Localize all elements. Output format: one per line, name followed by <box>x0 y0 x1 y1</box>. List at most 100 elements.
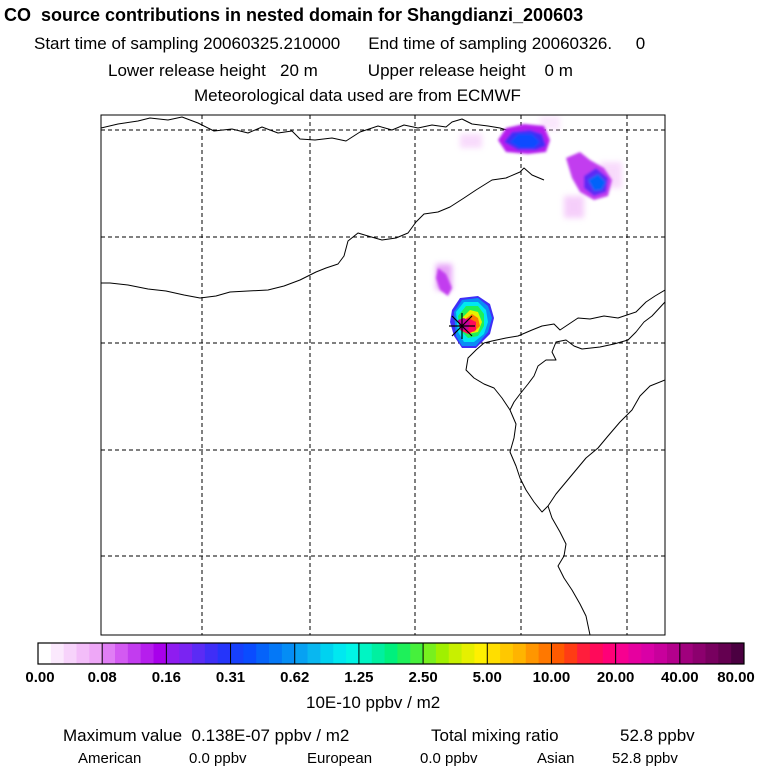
end-time-value: 20060326. 0 <box>531 34 646 53</box>
lower-height-value: 20 m <box>280 61 318 80</box>
colorbar-swatch <box>269 643 283 664</box>
colorbar-swatch <box>127 643 142 664</box>
colorbar-swatch <box>654 643 668 664</box>
upper-height-value: 0 m <box>544 61 573 80</box>
colorbar-swatch <box>38 643 52 664</box>
colorbar-swatch <box>551 643 565 664</box>
peninsula-coast <box>547 379 665 635</box>
colorbar-tick-label: 10.00 <box>532 669 571 686</box>
asian-label: Asian <box>537 750 575 767</box>
colorbar-frame <box>37 642 745 665</box>
colorbar-swatch <box>448 643 462 664</box>
colorbar-swatch <box>679 643 694 664</box>
source-plume-main <box>436 268 494 348</box>
total-mixing-value: 52.8 ppbv <box>620 726 695 745</box>
colorbar-swatch <box>500 643 514 664</box>
colorbar-tick-label: 40.00 <box>661 669 699 686</box>
colorbar-swatch <box>410 643 424 664</box>
colorbar-tick-label: 0.16 <box>151 669 181 686</box>
start-time-label: Start time of sampling <box>34 34 199 53</box>
plot-title: CO source contributions in nested domain… <box>4 5 584 25</box>
colorbar-unit: 10E-10 ppbv / m2 <box>306 693 441 712</box>
northern-border <box>101 116 511 142</box>
colorbar-swatch <box>602 643 617 664</box>
colorbar-swatch <box>243 643 257 664</box>
colorbar-swatch <box>192 643 206 664</box>
colorbar-swatch <box>692 643 706 664</box>
colorbar-swatch <box>577 643 591 664</box>
star-icon <box>449 313 475 339</box>
colorbar-swatch <box>666 643 681 664</box>
colorbar-swatch <box>371 643 385 664</box>
colorbar-swatch <box>384 643 398 664</box>
colorbar-swatch <box>294 643 308 664</box>
plume-layer <box>436 116 622 348</box>
colorbar-swatch <box>461 643 475 664</box>
upper-height-label: Upper release height <box>367 61 526 80</box>
colorbar-swatch <box>179 643 193 664</box>
colorbar-swatch <box>525 643 540 664</box>
colorbar-swatch <box>474 643 488 664</box>
colorbar-swatch <box>256 643 270 664</box>
release-heights: Lower release height 20 m Upper release h… <box>108 62 573 79</box>
province-line <box>519 167 545 181</box>
lower-height-label: Lower release height <box>108 61 266 80</box>
border-east-upper <box>101 171 521 299</box>
colorbar-swatch <box>628 643 642 664</box>
colorbar-swatch <box>307 643 321 664</box>
colorbar-swatch <box>397 643 411 664</box>
colorbar-swatch <box>423 643 437 664</box>
colorbar-swatch <box>281 643 296 664</box>
colorbar-swatch <box>333 643 347 664</box>
european-label: European <box>307 750 373 767</box>
plume-northeast <box>566 152 612 200</box>
map-frame <box>100 114 666 636</box>
colorbar-tick-label: 0.62 <box>280 669 310 686</box>
european-value: 0.0 ppbv <box>420 750 478 767</box>
colorbar-swatch <box>230 643 244 664</box>
colorbar-swatch <box>641 643 655 664</box>
colorbar-swatch <box>564 643 578 664</box>
max-value-text: Maximum value 0.138E-07 ppbv / m2 <box>63 727 349 744</box>
sampling-times: Start time of sampling 20060325.210000 En… <box>34 35 645 52</box>
colorbar <box>38 643 745 664</box>
american-label: American <box>78 750 142 767</box>
start-time-value: 20060325.210000 <box>203 34 341 53</box>
max-value: 0.138E-07 ppbv / m2 <box>191 726 350 745</box>
colorbar-swatch <box>204 643 219 664</box>
total-mixing-text: Total mixing ratio <box>431 727 559 744</box>
colorbar-tick-label: 2.50 <box>408 669 438 686</box>
plume-north <box>498 124 550 154</box>
bay-coast <box>509 409 549 513</box>
colorbar-tick-label: 1.25 <box>344 669 374 686</box>
colorbar-swatch <box>140 643 154 664</box>
colorbar-tick-label: 5.00 <box>472 669 502 686</box>
colorbar-swatch <box>346 643 360 664</box>
colorbar-tick-label: 0.00 <box>25 669 55 686</box>
colorbar-swatch <box>166 643 180 664</box>
colorbar-swatch <box>705 643 719 664</box>
colorbar-tick-label: 20.00 <box>596 669 635 686</box>
colorbar-tick-label: 0.31 <box>215 669 246 686</box>
colorbar-swatch <box>589 643 604 664</box>
colorbar-swatch <box>89 643 103 664</box>
total-mixing-label: Total mixing ratio <box>431 726 559 745</box>
map-boundaries <box>101 116 665 635</box>
colorbar-swatch <box>153 643 167 664</box>
american-value: 0.0 ppbv <box>189 750 247 767</box>
colorbar-swatch <box>115 643 129 664</box>
colorbar-swatch <box>320 643 334 664</box>
end-time-label: End time of sampling <box>368 34 527 53</box>
colorbar-swatch <box>76 643 90 664</box>
colorbar-swatch <box>63 643 77 664</box>
met-data-note: Meteorological data used are from ECMWF <box>194 86 521 105</box>
colorbar-swatch <box>358 643 373 664</box>
colorbar-swatch <box>50 643 65 664</box>
colorbar-swatch <box>731 643 745 664</box>
coastline <box>465 289 665 411</box>
colorbar-swatch <box>487 643 501 664</box>
colorbar-swatch <box>615 643 629 664</box>
colorbar-swatch <box>512 643 527 664</box>
colorbar-swatch <box>102 643 116 664</box>
